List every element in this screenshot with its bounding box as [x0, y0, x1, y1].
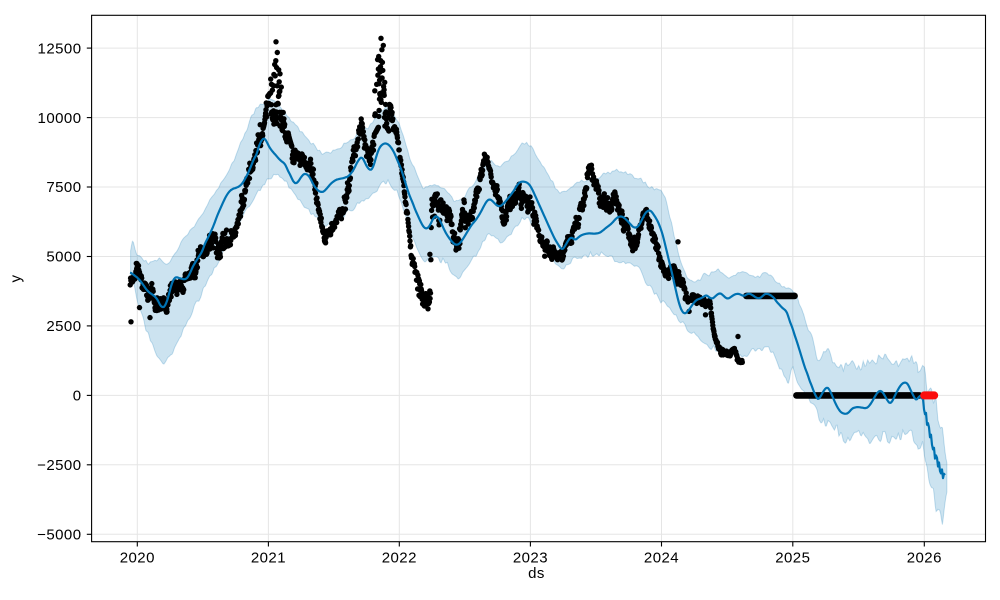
svg-text:0: 0 [73, 388, 82, 405]
svg-text:2024: 2024 [644, 550, 679, 567]
svg-text:2020: 2020 [120, 550, 155, 567]
svg-text:2022: 2022 [382, 550, 417, 567]
svg-text:5000: 5000 [46, 249, 81, 266]
svg-text:−5000: −5000 [37, 527, 81, 544]
svg-text:10000: 10000 [38, 110, 82, 127]
svg-text:2025: 2025 [775, 550, 810, 567]
svg-text:2026: 2026 [907, 550, 942, 567]
svg-text:y: y [8, 274, 25, 282]
svg-text:2500: 2500 [46, 318, 81, 335]
svg-text:2023: 2023 [513, 550, 548, 567]
svg-text:2021: 2021 [251, 550, 286, 567]
svg-text:−2500: −2500 [37, 457, 81, 474]
svg-text:7500: 7500 [46, 179, 81, 196]
svg-text:ds: ds [528, 565, 545, 582]
svg-text:12500: 12500 [38, 40, 82, 57]
